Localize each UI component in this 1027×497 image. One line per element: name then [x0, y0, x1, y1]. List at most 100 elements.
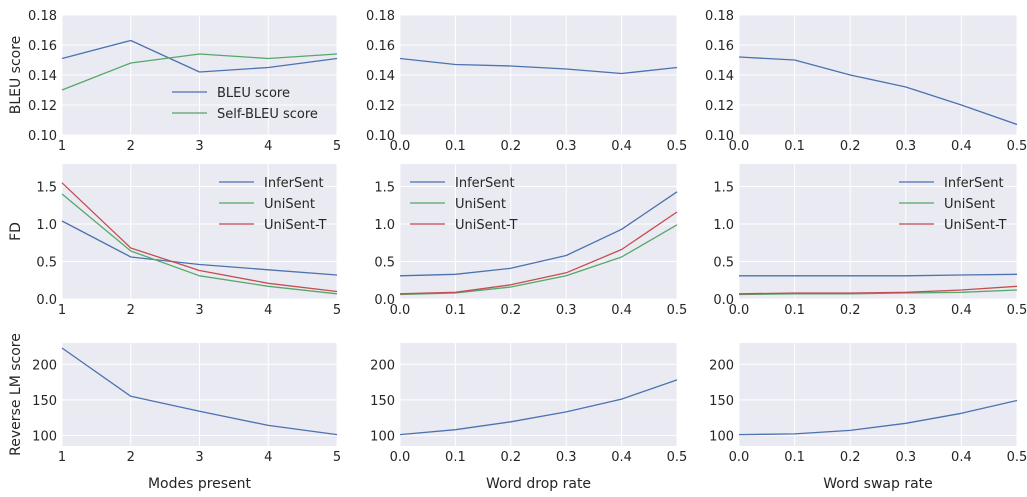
y-tick-label: 1.5: [374, 181, 395, 196]
y-tick-label: 0.18: [366, 9, 395, 24]
y-tick-label: 150: [32, 394, 57, 409]
data-point: [267, 57, 270, 60]
data-point: [793, 292, 796, 295]
data-point: [198, 274, 201, 277]
data-point: [129, 395, 132, 398]
legend-label: Self-BLEU score: [217, 107, 318, 122]
data-point: [198, 53, 201, 56]
data-point: [399, 274, 402, 277]
y-tick-label: 200: [32, 358, 57, 373]
series-line-bleu-score: [61, 39, 338, 73]
x-tick-label: 0.2: [500, 450, 521, 465]
x-tick-label: 3: [195, 450, 203, 465]
x-tick-label: 5: [333, 139, 341, 154]
series-line-unisent-t: [738, 285, 1018, 295]
data-point: [565, 274, 568, 277]
series-line-unisent: [399, 224, 678, 296]
plot-area: [739, 343, 1017, 446]
x-tick-label: 0.3: [556, 450, 577, 465]
x-tick-label: 0.1: [445, 450, 466, 465]
data-point: [904, 86, 907, 89]
data-point: [904, 291, 907, 294]
x-tick-label: 2: [127, 139, 135, 154]
y-tick-label: 0.5: [713, 256, 734, 271]
legend: InferSent UniSent UniSent-T: [899, 176, 1006, 233]
x-tick-label: 1: [58, 303, 66, 318]
x-tick-label: 5: [333, 450, 341, 465]
data-point: [738, 274, 741, 277]
x-tick-label: 0.2: [500, 139, 521, 154]
x-tick-label: 0.5: [1007, 139, 1027, 154]
y-tick-label: 0.10: [28, 129, 57, 144]
x-tick-label: 0.3: [895, 450, 916, 465]
series-line-bleu-score: [738, 56, 1018, 126]
data-point: [454, 291, 457, 294]
x-tick-label: 0.3: [895, 139, 916, 154]
data-point: [399, 57, 402, 60]
x-tick-label: 0.5: [1007, 303, 1027, 318]
x-tick-label: 0.3: [556, 303, 577, 318]
x-tick-label: 0.0: [390, 303, 411, 318]
x-tick-label: 0.5: [667, 303, 688, 318]
data-point: [849, 292, 852, 295]
x-tick-label: 0.1: [784, 450, 805, 465]
x-tick-label: 0.5: [1007, 450, 1027, 465]
x-tick-label: 0.0: [729, 139, 750, 154]
chart-panel-fd-drop: 0.0 0.1 0.2 0.3 0.4 0.5 0.0 0.5 1.0 1.5 InferSent U…: [374, 164, 687, 318]
y-tick-label: 150: [709, 394, 734, 409]
x-tick-label: 0.4: [951, 303, 972, 318]
data-point: [849, 274, 852, 277]
x-tick-label: 4: [264, 139, 272, 154]
y-tick-label: 0.18: [28, 9, 57, 24]
y-tick-label: 0.18: [705, 9, 734, 24]
data-point: [793, 274, 796, 277]
y-tick-label: 200: [370, 358, 395, 373]
legend-label: UniSent-T: [944, 218, 1006, 233]
x-tick-label: 0.0: [390, 139, 411, 154]
series-line-bleu-score: [399, 57, 678, 75]
data-point: [1016, 273, 1019, 276]
y-tick-label: 0.0: [713, 293, 734, 308]
y-tick-label: 0.14: [28, 69, 57, 84]
legend-label: InferSent: [944, 176, 1004, 191]
x-tick-label: 2: [127, 450, 135, 465]
y-tick-label: 0.12: [366, 99, 395, 114]
data-point: [620, 248, 623, 251]
y-tick-label: 0.12: [28, 99, 57, 114]
legend: InferSent UniSent UniSent-T: [219, 176, 326, 233]
data-point: [620, 72, 623, 75]
chart-panel-rlm-drop: 0.0 0.1 0.2 0.3 0.4 0.5 100 150 200 Word drop rat…: [370, 343, 687, 492]
data-point: [61, 181, 64, 184]
data-point: [267, 268, 270, 271]
y-axis-label: FD: [8, 222, 24, 241]
y-tick-label: 1.0: [713, 218, 734, 233]
data-point: [620, 228, 623, 231]
y-tick-label: 1.5: [36, 181, 57, 196]
series-line-unisent-t: [61, 182, 338, 293]
data-point: [198, 71, 201, 74]
legend-label: UniSent: [264, 197, 315, 212]
data-point: [738, 292, 741, 295]
x-tick-label: 0.4: [951, 139, 972, 154]
legend-label: UniSent: [944, 197, 995, 212]
x-tick-label: 0.5: [667, 450, 688, 465]
data-point: [676, 223, 679, 226]
x-tick-label: 0.4: [611, 450, 632, 465]
data-point: [129, 250, 132, 253]
data-point: [1016, 399, 1019, 402]
y-tick-label: 0.10: [366, 129, 395, 144]
x-axis-label: Word drop rate: [486, 476, 591, 492]
y-axis-label: BLEU score: [8, 36, 24, 115]
x-tick-label: 1: [58, 139, 66, 154]
data-point: [61, 346, 64, 349]
y-tick-label: 100: [370, 429, 395, 444]
x-tick-label: 0.2: [840, 450, 861, 465]
data-point: [198, 269, 201, 272]
data-point: [676, 66, 679, 69]
y-tick-label: 200: [709, 358, 734, 373]
legend: InferSent UniSent UniSent-T: [410, 176, 517, 233]
y-tick-label: 150: [370, 394, 395, 409]
chart-panel-rlm-swap: 0.0 0.1 0.2 0.3 0.4 0.5 100 150 200 Word swap rat…: [709, 343, 1027, 492]
data-point: [454, 428, 457, 431]
x-tick-label: 0.4: [611, 303, 632, 318]
